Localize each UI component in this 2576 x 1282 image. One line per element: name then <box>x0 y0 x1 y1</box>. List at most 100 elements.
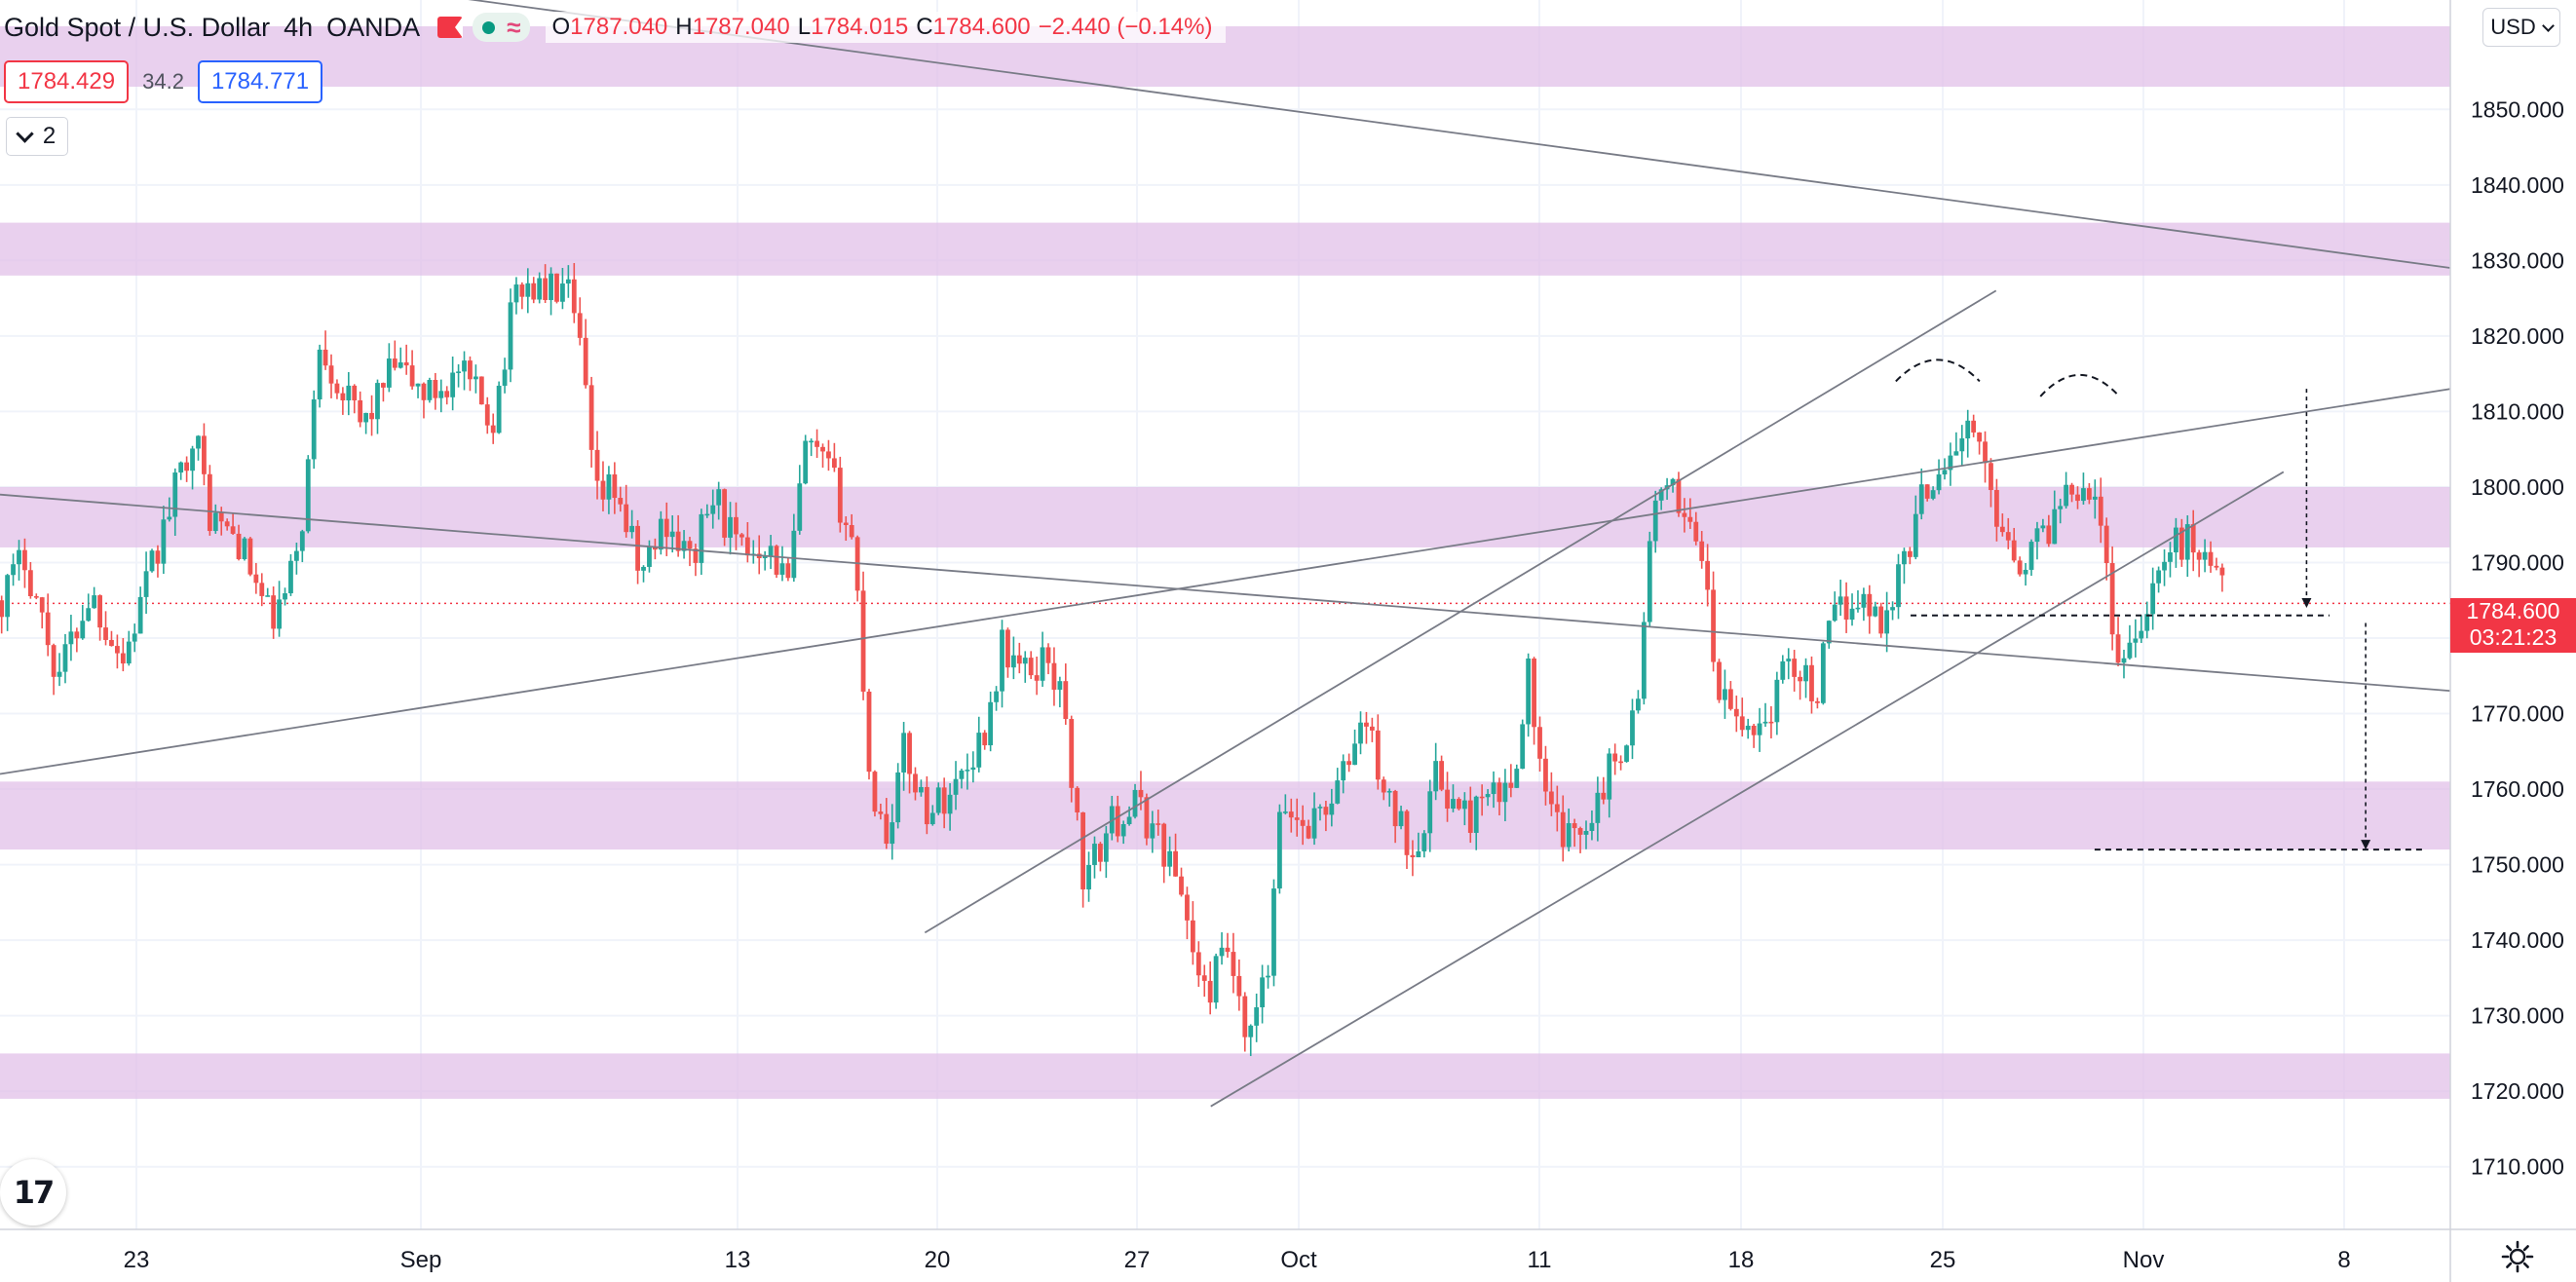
time-tick-label: 27 <box>1124 1247 1151 1273</box>
candle-body <box>1589 822 1595 831</box>
candle-body <box>1045 647 1051 663</box>
candle-body <box>1277 811 1282 889</box>
candle-body <box>438 391 444 398</box>
indicator-count: 2 <box>42 123 57 149</box>
candle-body <box>959 770 965 779</box>
flag-icon[interactable] <box>437 17 464 38</box>
trend-line <box>0 388 2451 775</box>
time-axis-labels[interactable]: 23 Sep 13 20 27 Oct 11 18 25 Nov 8 <box>124 1247 2351 1273</box>
candle-body <box>1733 708 1739 717</box>
candle-body <box>1884 610 1890 634</box>
candle-body <box>635 525 640 571</box>
ohlc-values: O 1787.040 H 1787.040 L 1784.015 C 1784.600 … <box>546 12 1227 43</box>
candle-body <box>1138 789 1144 798</box>
candle-body <box>1010 655 1016 668</box>
candle-body <box>253 574 259 584</box>
candle-body <box>340 393 346 400</box>
symbol-title[interactable]: Gold Spot / U.S. Dollar <box>4 12 271 42</box>
candle-body <box>2028 542 2034 570</box>
candle-body <box>17 549 21 565</box>
candle-body <box>1699 541 1705 561</box>
candle-body <box>1595 792 1601 823</box>
candle-body <box>1907 550 1913 557</box>
candle-body <box>132 633 137 642</box>
candle-body <box>2064 484 2069 507</box>
candle-body <box>2190 524 2196 553</box>
candle-body <box>1173 850 1178 877</box>
candle-body <box>762 555 768 558</box>
arrow-down-icon <box>2301 597 2312 608</box>
candle-body <box>1080 811 1086 889</box>
candle-body <box>1398 811 1404 827</box>
candle-body <box>1300 819 1306 826</box>
candle-body <box>224 521 230 527</box>
price-tick-label: 1760.000 <box>2471 776 2564 802</box>
candle-body <box>2034 528 2040 543</box>
tradingview-logo-icon[interactable]: 17 <box>0 1159 66 1225</box>
candle-body <box>728 516 733 538</box>
currency-selector[interactable]: USD <box>2482 8 2560 47</box>
candle-body <box>196 435 201 449</box>
candle-body <box>1601 792 1607 800</box>
candle-body <box>699 513 704 563</box>
candle-body <box>588 385 594 450</box>
candle-body <box>1098 844 1103 862</box>
candle-body <box>39 597 45 613</box>
candle-body <box>1491 782 1496 795</box>
candle-body <box>1520 724 1526 770</box>
spread-value: 34.2 <box>142 69 184 94</box>
candle-body <box>2168 552 2173 562</box>
indicators-toggle-button[interactable]: 2 <box>6 117 68 156</box>
candle-body <box>826 451 831 459</box>
price-tick-label: 1820.000 <box>2471 323 2564 349</box>
candle-body <box>1820 643 1826 703</box>
time-tick-label: Oct <box>1280 1247 1317 1273</box>
candle-body <box>965 770 970 772</box>
candle-body <box>600 480 606 500</box>
candle-body <box>1404 811 1410 855</box>
candle-body <box>1155 823 1161 825</box>
candle-body <box>161 519 167 564</box>
candle-body <box>768 546 774 556</box>
market-status-pill[interactable]: ≈ <box>473 13 531 42</box>
candle-body <box>74 631 80 639</box>
candle-body <box>114 646 120 654</box>
candle-body <box>120 653 126 664</box>
candle-body <box>1768 721 1774 724</box>
gear-icon[interactable] <box>2500 1239 2535 1274</box>
candle-body <box>1254 1007 1260 1026</box>
candle-body <box>1936 474 1942 491</box>
candle-body <box>779 563 785 575</box>
candle-body <box>462 360 467 372</box>
candle-body <box>2214 565 2219 568</box>
buy-button[interactable]: 1784.771 <box>197 60 323 103</box>
price-zone <box>0 486 2450 547</box>
candle-body <box>513 284 519 303</box>
candle-body <box>363 412 369 423</box>
candle-body <box>860 590 866 692</box>
candle-body <box>242 538 247 559</box>
shoulder-arc <box>1895 358 1981 383</box>
candle-body <box>1421 833 1427 851</box>
candle-body <box>109 639 114 647</box>
arrow-down-icon <box>2361 840 2371 850</box>
candle-body <box>1607 753 1612 800</box>
interval-label[interactable]: 4h <box>284 12 314 42</box>
candle-body <box>2011 540 2017 561</box>
candle-body <box>1115 806 1120 837</box>
candle-body <box>1242 996 1248 1037</box>
wave-icon: ≈ <box>507 13 521 42</box>
candle-body <box>1508 782 1514 788</box>
candle-body <box>2081 488 2086 502</box>
candle-body <box>2121 658 2127 663</box>
candle-body <box>1959 438 1965 452</box>
sell-button[interactable]: 1784.429 <box>4 60 130 103</box>
candle-body <box>953 778 959 795</box>
candle-body <box>1416 850 1421 858</box>
trend-drawings[interactable] <box>0 0 2451 1108</box>
candle-body <box>265 595 271 597</box>
candle-body <box>982 733 988 746</box>
candle-body <box>2023 569 2028 575</box>
candle-body <box>1682 512 1687 517</box>
